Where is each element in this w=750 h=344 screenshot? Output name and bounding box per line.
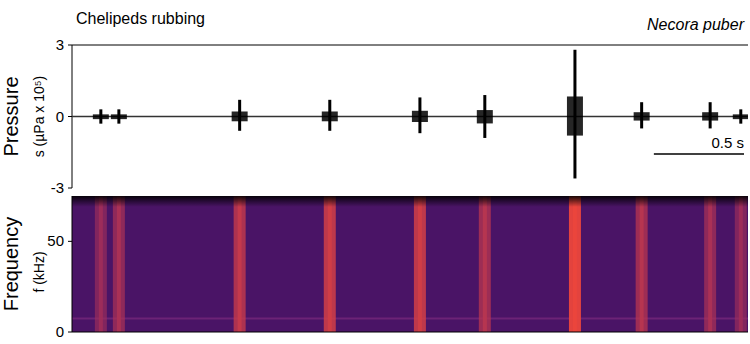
- tick: [68, 45, 72, 46]
- tick: [68, 241, 72, 242]
- y-axis: [72, 196, 73, 332]
- y-unit: s (µPa x 10⁵): [31, 76, 47, 158]
- scale-bar: [654, 153, 744, 155]
- frame-top: [72, 45, 748, 46]
- tick: [68, 188, 72, 189]
- waveform: [72, 50, 748, 179]
- pulse-envelope: [322, 111, 338, 117]
- pulse-envelope: [567, 96, 583, 117]
- pulse-envelope: [567, 117, 583, 136]
- pulse-envelope: [477, 110, 493, 117]
- pulse-envelope: [412, 117, 428, 123]
- scale-label: 0.5 s: [711, 134, 744, 151]
- x-axis: [72, 332, 748, 333]
- y-title: Pressure: [0, 76, 22, 156]
- pulse-envelope: [322, 117, 338, 122]
- tick-label: 0: [56, 323, 64, 340]
- spectrogram: [72, 196, 748, 332]
- tick-label: -3: [51, 179, 64, 196]
- pulse-envelope: [232, 117, 248, 122]
- pulse-envelope: [634, 117, 650, 121]
- top-shade: [72, 196, 748, 332]
- pulse-envelope: [111, 117, 127, 120]
- pulse-envelope: [702, 112, 718, 117]
- subtitle: Necora puber: [647, 16, 745, 33]
- tick: [68, 116, 72, 117]
- pulse-envelope: [412, 111, 428, 117]
- pulse-envelope: [232, 111, 248, 117]
- pulse-envelope: [702, 117, 718, 121]
- y-unit: f (kHz): [31, 251, 47, 292]
- title: Chelipeds rubbing: [76, 10, 205, 27]
- background: [72, 196, 748, 332]
- pulse-envelope: [477, 117, 493, 124]
- pulse-envelope: [733, 117, 748, 120]
- pulse-envelope: [93, 117, 109, 120]
- tick-label: 0: [56, 108, 64, 125]
- figure: Chelipeds rubbing Necora puber Pressure s (…: [0, 0, 750, 344]
- tick: [68, 332, 72, 333]
- tick-label: 50: [47, 232, 64, 249]
- tick-label: 3: [56, 36, 64, 53]
- y-title: Frequency: [0, 217, 22, 312]
- pulse-envelope: [634, 112, 650, 117]
